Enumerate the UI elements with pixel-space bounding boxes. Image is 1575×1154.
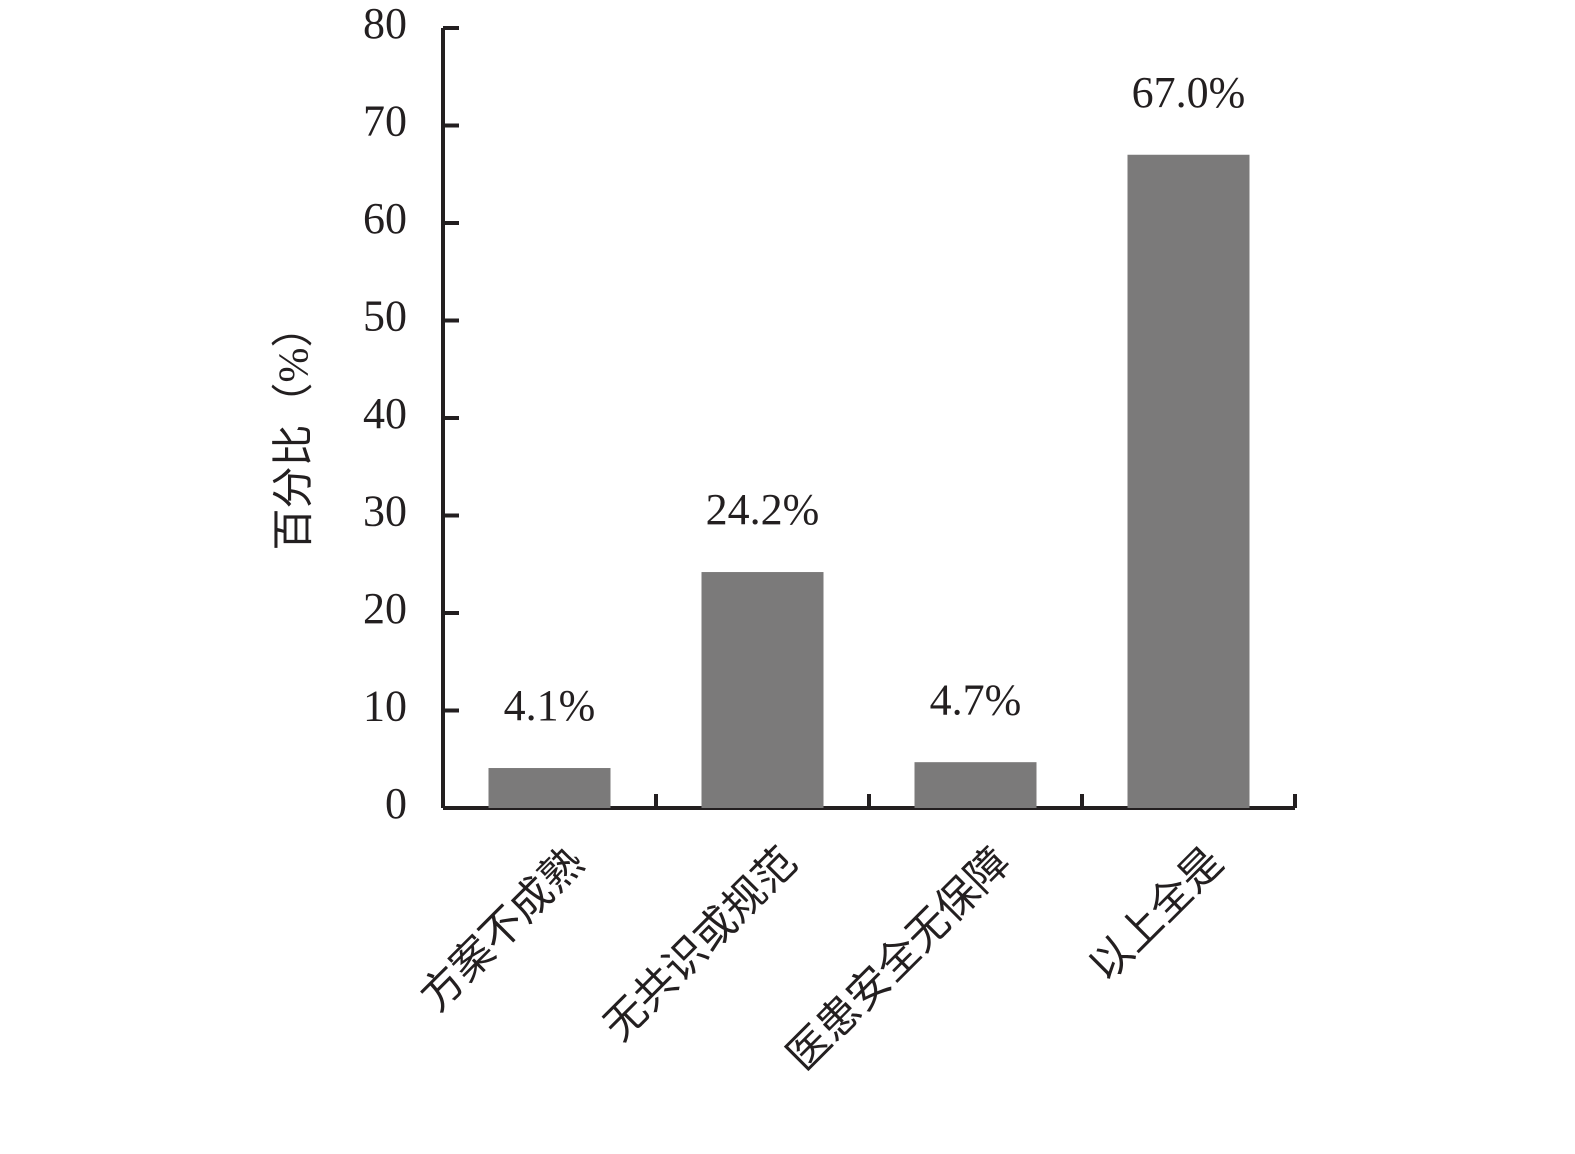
y-tick-label: 40	[363, 389, 407, 438]
value-label: 4.1%	[504, 681, 596, 730]
y-tick-label: 60	[363, 194, 407, 243]
bar	[488, 768, 611, 808]
x-tick-label: 以上全是	[1080, 839, 1232, 991]
y-tick-label: 50	[363, 292, 407, 341]
value-label: 67.0%	[1132, 68, 1246, 117]
y-tick-label: 70	[363, 97, 407, 146]
value-label: 4.7%	[930, 675, 1022, 724]
x-tick-label: 无共识或规范	[596, 839, 807, 1050]
x-tick-label: 医患安全无保障	[778, 839, 1019, 1080]
y-tick-label: 0	[385, 779, 407, 828]
bar	[1127, 154, 1250, 808]
bar	[701, 572, 824, 808]
y-tick-label: 30	[363, 487, 407, 536]
value-label: 24.2%	[706, 485, 820, 534]
bar	[914, 762, 1037, 808]
y-axis-label: 百分比（%）	[272, 306, 318, 551]
x-tick-label: 方案不成熟	[412, 839, 594, 1021]
y-tick-label: 10	[363, 682, 407, 731]
y-tick-label: 80	[363, 0, 407, 48]
y-tick-label: 20	[363, 584, 407, 633]
